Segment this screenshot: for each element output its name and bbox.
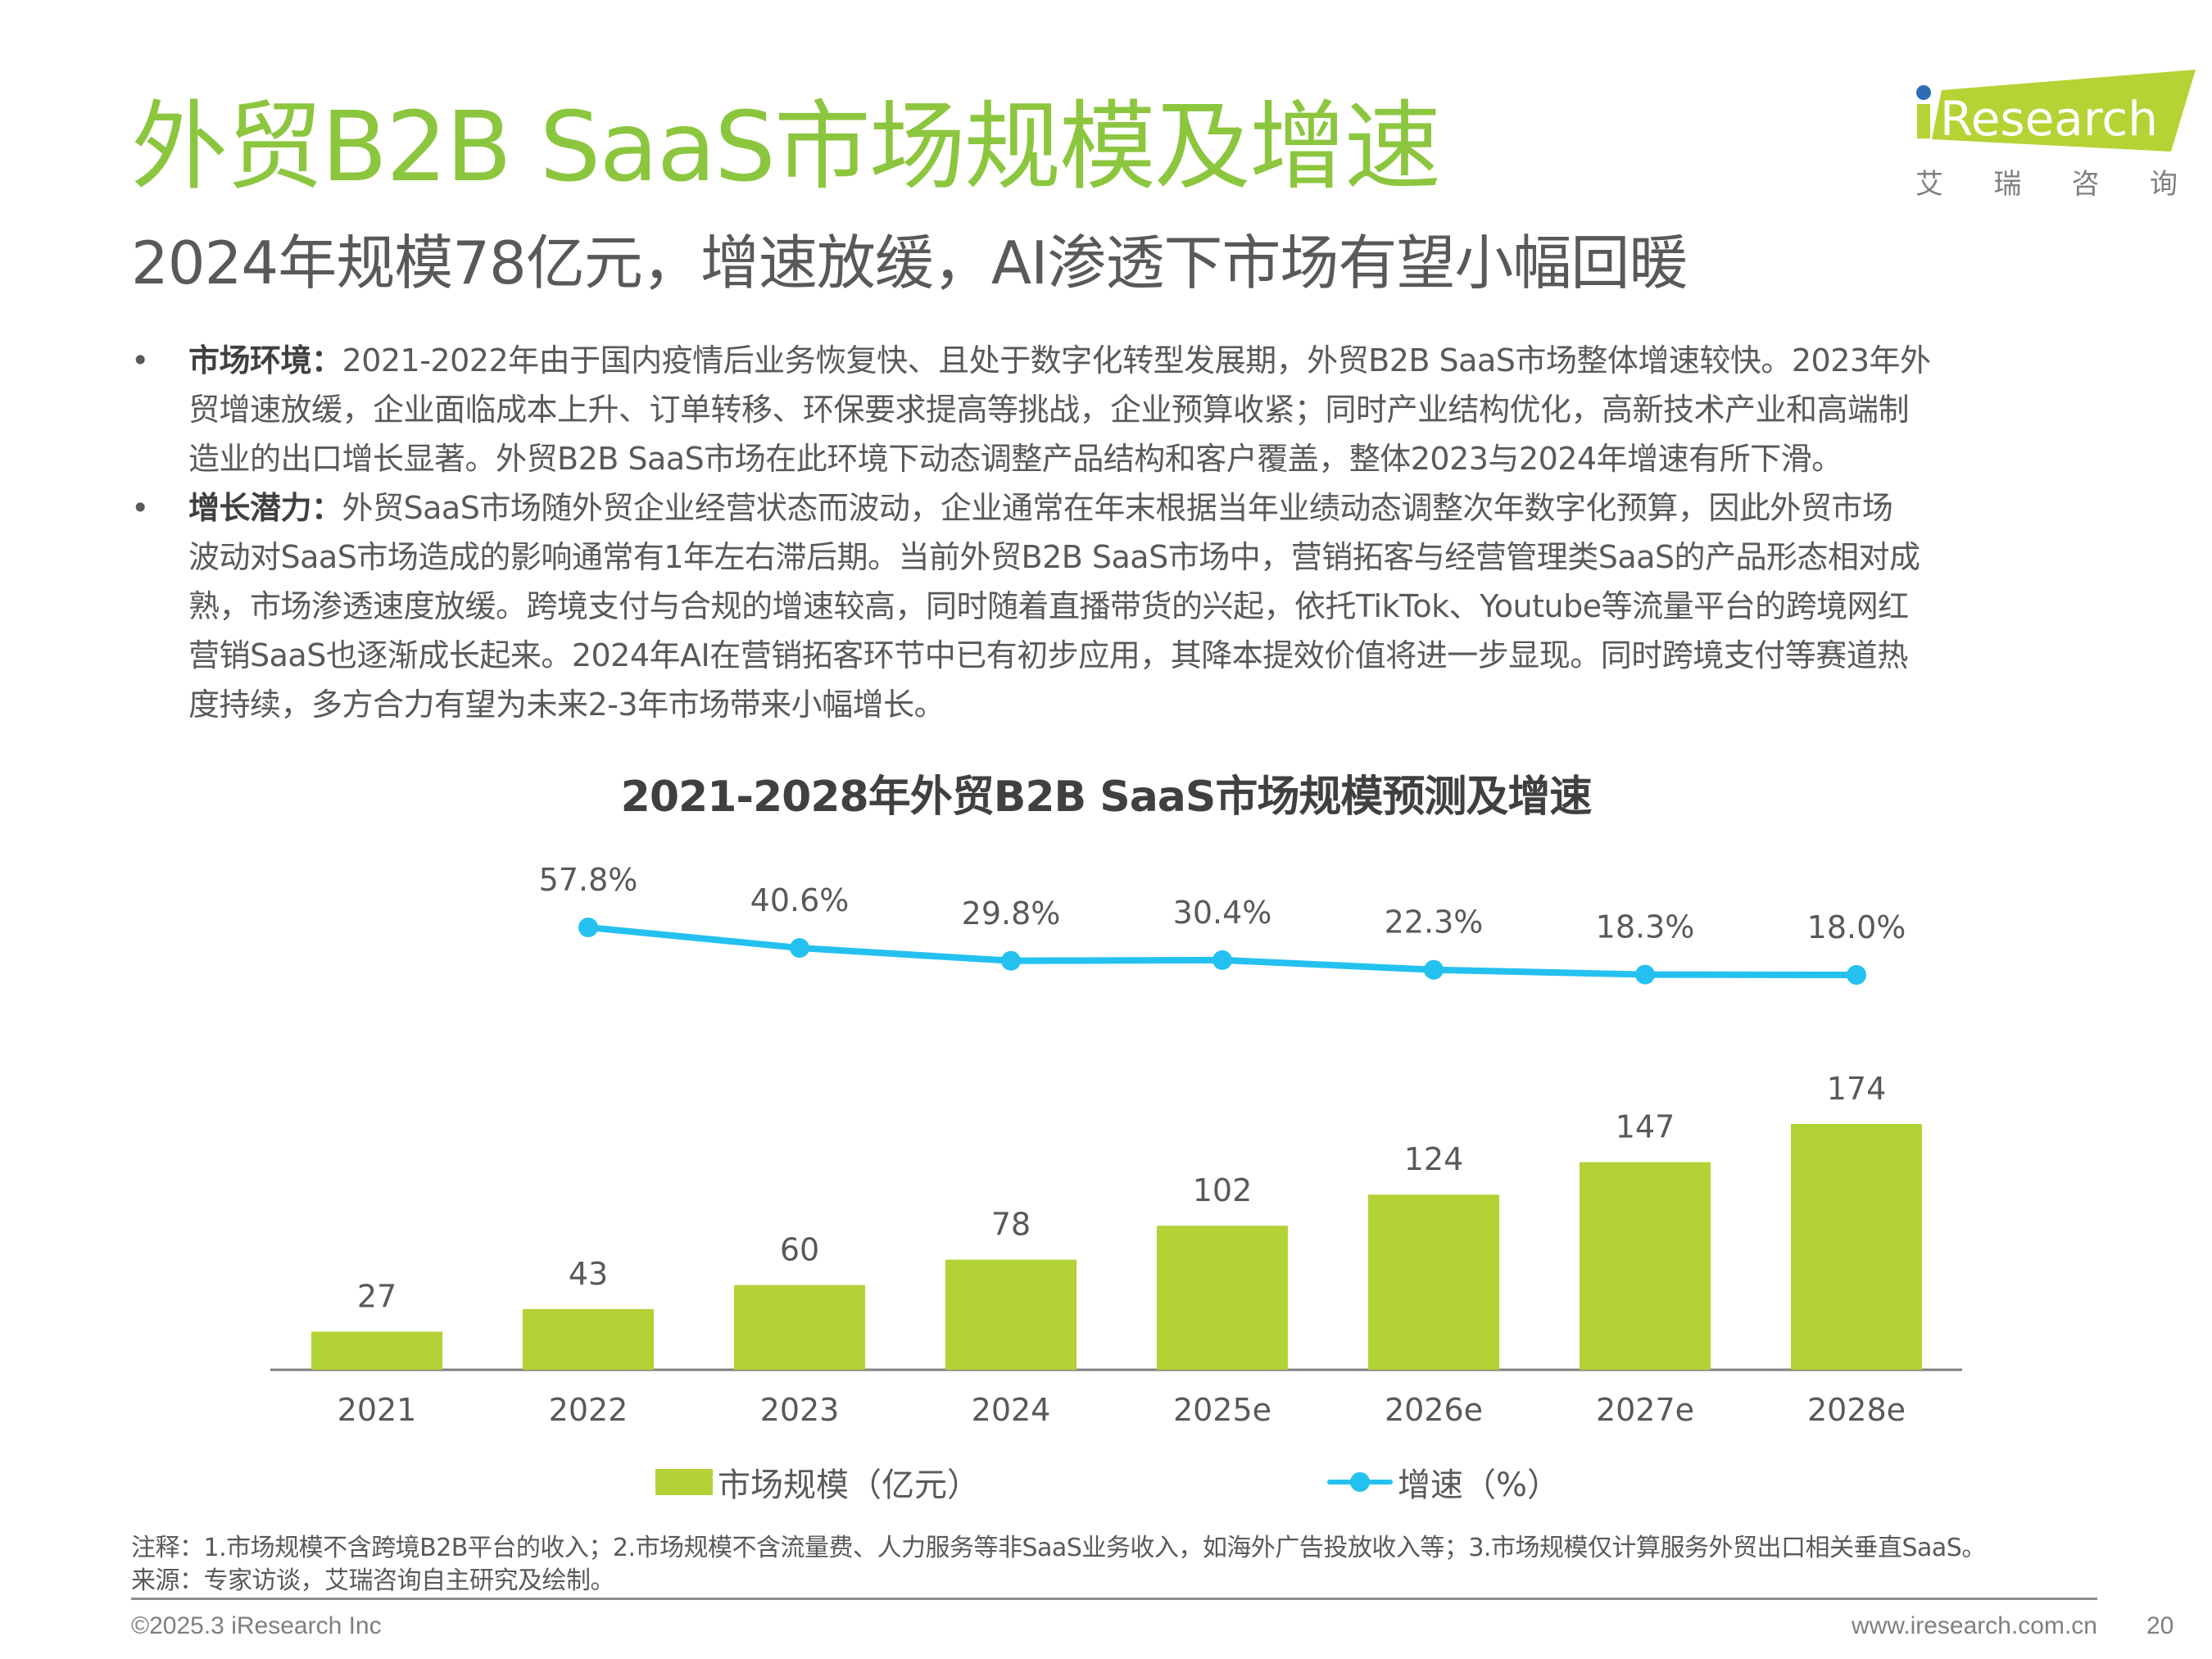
- x-tick-label: 2021: [338, 1392, 417, 1428]
- logo-char: 瑞: [1993, 168, 2022, 201]
- bullet-list: • 市场环境：2021-2022年由于国内疫情后业务恢复快、且处于数字化转型发展…: [131, 336, 2114, 729]
- bullet-line: 贸增速放缓，企业面临成本上升、订单转移、环保要求提高等挑战，企业预算收紧；同时产…: [188, 392, 1910, 428]
- bullet-line: 熟，市场渗透速度放缓。跨境支付与合规的增速较高，同时随着直播带货的兴起，依托Ti…: [188, 588, 1909, 624]
- combo-chart: 27 2021 43 2022 60 2023 78 2024 102 2025e 124 2026e…: [270, 862, 1962, 1428]
- bar-value-label: 147: [1616, 1109, 1675, 1145]
- growth-rate-label: 22.3%: [1385, 904, 1484, 941]
- bar-market-size: [945, 1259, 1077, 1370]
- x-tick-label: 2026e: [1385, 1392, 1483, 1428]
- bar-value-label: 124: [1404, 1141, 1464, 1177]
- bar-market-size: [1368, 1194, 1499, 1370]
- growth-rate-label: 18.3%: [1596, 909, 1695, 945]
- legend-label: 市场规模（亿元）: [718, 1466, 980, 1504]
- bullet-line: 度持续，多方合力有望为未来2-3年市场带来小幅增长。: [188, 687, 945, 723]
- x-tick-label: 2025e: [1173, 1392, 1271, 1428]
- bar-value-label: 174: [1827, 1071, 1887, 1107]
- page-subtitle: 2024年规模78亿元，增速放缓，AI渗透下市场有望小幅回暖: [131, 229, 1688, 297]
- growth-rate-label: 30.4%: [1173, 895, 1272, 931]
- legend-item-growth-rate: 增速（%）: [1327, 1458, 1560, 1506]
- logo-char: 询: [2149, 168, 2178, 201]
- legend-line-swatch-icon: [1327, 1469, 1393, 1495]
- bar-value-label: 27: [357, 1278, 397, 1314]
- x-tick-label: 2024: [972, 1392, 1051, 1428]
- bar-value-label: 60: [780, 1232, 819, 1268]
- x-tick-label: 2022: [549, 1392, 628, 1428]
- bullet-marker: •: [131, 490, 149, 526]
- x-tick-label: 2027e: [1596, 1392, 1694, 1428]
- growth-rate-label: 29.8%: [962, 895, 1061, 931]
- chart-title: 2021-2028年外贸B2B SaaS市场规模预测及增速: [620, 773, 1593, 822]
- footer-divider: [131, 1598, 2097, 1600]
- bullet-heading: 市场环境：: [188, 342, 342, 378]
- page-title: 外贸B2B SaaS市场规模及增速: [131, 90, 1441, 203]
- growth-rate-point: [1635, 964, 1655, 985]
- bar-market-size: [1157, 1226, 1288, 1370]
- note-text: 注释：1.市场规模不含跨境B2B平台的收入；2.市场规模不含流量费、人力服务等非…: [131, 1534, 1986, 1562]
- bullet-marker: •: [131, 342, 149, 378]
- growth-rate-point: [1424, 959, 1444, 980]
- growth-rate-label: 40.6%: [750, 882, 850, 918]
- footer-copyright: ©2025.3 iResearch Inc: [131, 1612, 382, 1639]
- growth-rate-point: [790, 938, 809, 959]
- bar-market-size: [1791, 1124, 1922, 1370]
- growth-rate-label: 57.8%: [539, 862, 638, 898]
- bullet-heading: 增长潜力：: [188, 490, 342, 526]
- growth-rate-point: [1847, 965, 1866, 985]
- bullet-line: 外贸SaaS市场随外贸企业经营状态而波动，企业通常在年末根据当年业绩动态调整次年…: [342, 490, 1893, 526]
- x-tick-label: 2028e: [1807, 1392, 1906, 1428]
- growth-rate-point: [1213, 950, 1232, 970]
- source-text: 来源：专家访谈，艾瑞咨询自主研究及绘制。: [131, 1566, 614, 1595]
- bullet-market-environment: • 市场环境：2021-2022年由于国内疫情后业务恢复快、且处于数字化转型发展…: [131, 336, 2114, 483]
- bullet-line: 2021-2022年由于国内疫情后业务恢复快、且处于数字化转型发展期，外贸B2B…: [342, 342, 1932, 378]
- page-number: 20: [2146, 1612, 2174, 1639]
- legend-bar-swatch-icon: [655, 1469, 713, 1495]
- notes: 注释：1.市场规模不含跨境B2B平台的收入；2.市场规模不含流量费、人力服务等非…: [131, 1532, 1986, 1598]
- logo-char: 咨: [2071, 168, 2100, 201]
- bullet-line: 波动对SaaS市场造成的影响通常有1年左右滞后期。当前外贸B2B SaaS市场中…: [188, 539, 1920, 575]
- logo-chinese: 艾 瑞 咨 询: [1915, 161, 2178, 202]
- bar-market-size: [1580, 1162, 1711, 1370]
- legend-item-market-size: 市场规模（亿元）: [655, 1458, 980, 1506]
- chart-legend: 市场规模（亿元） 增速（%）: [0, 1458, 2212, 1516]
- growth-rate-label: 18.0%: [1807, 909, 1906, 945]
- growth-rate-point: [578, 918, 598, 937]
- iresearch-logo: Research 艾 瑞 咨 询: [1901, 70, 2196, 201]
- bar-value-label: 43: [569, 1256, 608, 1292]
- bar-market-size: [311, 1331, 442, 1370]
- footer-website[interactable]: www.iresearch.com.cn: [1851, 1612, 2097, 1639]
- bar-market-size: [523, 1308, 654, 1370]
- logo-char: 艾: [1915, 168, 1943, 201]
- bullet-growth-potential: • 增长潜力：外贸SaaS市场随外贸企业经营状态而波动，企业通常在年末根据当年业…: [131, 483, 2114, 729]
- bar-value-label: 102: [1193, 1172, 1253, 1208]
- bullet-line: 造业的出口增长显著。外贸B2B SaaS市场在此环境下动态调整产品结构和客户覆盖…: [188, 441, 1843, 477]
- logo-text: Research: [1940, 91, 2158, 147]
- bar-market-size: [734, 1285, 865, 1370]
- bar-value-label: 78: [991, 1207, 1031, 1243]
- legend-label: 增速（%）: [1398, 1466, 1561, 1504]
- growth-rate-point: [1001, 950, 1021, 971]
- x-tick-label: 2023: [760, 1392, 840, 1428]
- logo-mark-icon: Research: [1916, 70, 2196, 152]
- bullet-line: 营销SaaS也逐渐成长起来。2024年AI在营销拓客环节中已有初步应用，其降本提…: [188, 637, 1908, 673]
